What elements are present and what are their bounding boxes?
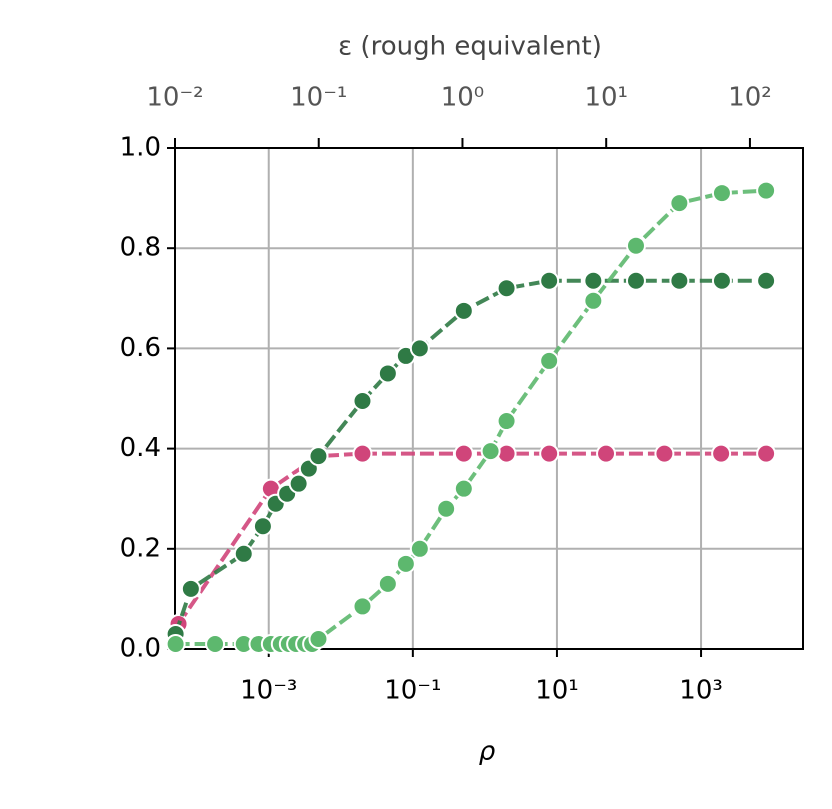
y-tick-label: 0.0 <box>120 634 161 664</box>
data-point <box>233 543 254 564</box>
data-point <box>409 538 430 559</box>
data-point <box>596 443 617 464</box>
data-point <box>654 443 675 464</box>
top-tick-label: 10⁻¹ <box>290 83 347 113</box>
data-point <box>711 270 732 291</box>
data-point <box>165 633 186 654</box>
top-tick-label: 10⁰ <box>441 83 485 113</box>
data-point <box>539 350 560 371</box>
x-tick-label: 10⁻¹ <box>384 676 441 706</box>
top-axis-label: ε (rough equivalent) <box>338 32 602 62</box>
data-point <box>756 180 777 201</box>
data-point <box>583 270 604 291</box>
data-point <box>377 363 398 384</box>
data-point <box>756 443 777 464</box>
y-tick-label: 0.8 <box>120 233 161 263</box>
data-point <box>352 391 373 412</box>
top-tick-label: 10⁻² <box>146 83 203 113</box>
data-point <box>625 270 646 291</box>
data-point <box>539 443 560 464</box>
data-point <box>205 633 226 654</box>
data-point <box>377 573 398 594</box>
data-point <box>180 578 201 599</box>
data-point <box>308 446 329 467</box>
x-tick-label: 10¹ <box>535 676 579 706</box>
data-point <box>669 270 690 291</box>
y-tick-label: 0.2 <box>120 533 161 563</box>
data-point <box>496 411 517 432</box>
data-point <box>539 270 560 291</box>
y-tick-label: 0.4 <box>120 433 161 463</box>
data-point <box>288 473 309 494</box>
data-point <box>409 338 430 359</box>
data-point <box>453 478 474 499</box>
data-point <box>252 516 273 537</box>
data-point <box>625 235 646 256</box>
data-point <box>480 441 501 462</box>
top-tick-label: 10¹ <box>584 83 628 113</box>
top-tick-label: 10² <box>728 83 772 113</box>
data-point <box>496 278 517 299</box>
data-point <box>756 270 777 291</box>
data-point <box>583 290 604 311</box>
data-point <box>669 193 690 214</box>
data-point <box>453 443 474 464</box>
x-tick-label: 10³ <box>679 676 723 706</box>
data-point <box>395 553 416 574</box>
data-point <box>436 498 457 519</box>
data-point <box>711 183 732 204</box>
data-point <box>453 300 474 321</box>
plot-frame <box>174 147 804 650</box>
y-tick-label: 0.6 <box>120 333 161 363</box>
series-line <box>175 188 767 646</box>
data-point <box>711 443 732 464</box>
y-tick-label: 1.0 <box>120 133 161 163</box>
x-axis-label: ρ <box>479 737 496 767</box>
x-tick-label: 10⁻³ <box>240 676 297 706</box>
data-point <box>352 443 373 464</box>
data-point <box>352 596 373 617</box>
data-point <box>308 628 329 649</box>
data-point <box>496 443 517 464</box>
